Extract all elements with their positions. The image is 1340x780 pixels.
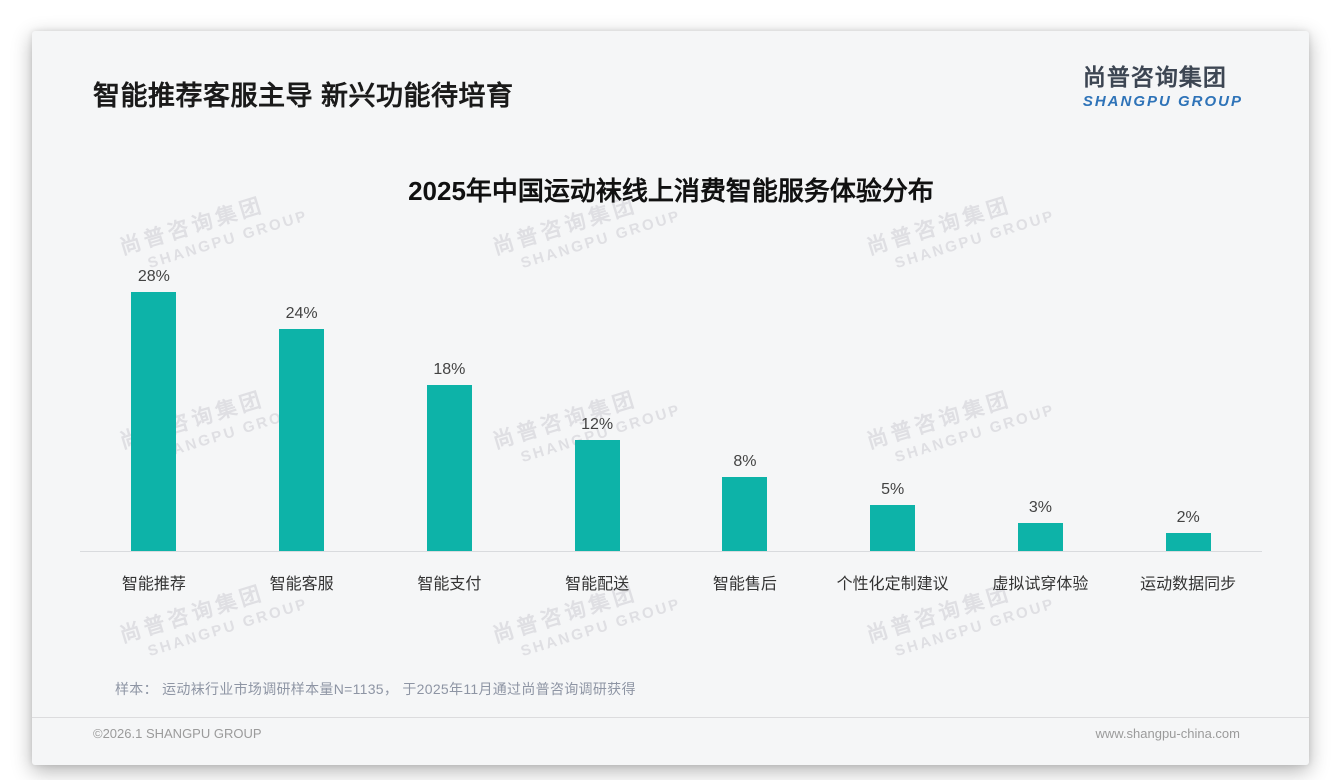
bar-column: 12% bbox=[523, 416, 671, 551]
bar-column: 8% bbox=[671, 453, 819, 551]
bar-value-label: 24% bbox=[285, 305, 318, 322]
bar bbox=[279, 329, 325, 551]
bar-value-label: 5% bbox=[881, 480, 905, 498]
bar bbox=[131, 292, 177, 551]
brand-logo: 尚普咨询集团 SHANGPU GROUP bbox=[1083, 58, 1243, 110]
bar bbox=[426, 384, 472, 551]
bar-column: 28% bbox=[80, 268, 228, 551]
bar-value-label: 3% bbox=[1028, 499, 1052, 517]
chart-plot: 28% 24% 18% 12% 8% 5% 3% 2% bbox=[80, 252, 1262, 552]
footer: ©2026.1 SHANGPU GROUP www.shangpu-china.… bbox=[32, 717, 1309, 765]
watermark-text-en: SHANGPU GROUP bbox=[518, 595, 684, 661]
bar-category-label: 运动数据同步 bbox=[1140, 576, 1237, 593]
chart-title: 2025年中国运动袜线上消费智能服务体验分布 bbox=[408, 176, 934, 206]
bar bbox=[1017, 523, 1063, 551]
bar-value-label: 8% bbox=[733, 453, 757, 470]
bar-value-label: 12% bbox=[581, 416, 614, 433]
bar-category-label: 虚拟试穿体验 bbox=[992, 576, 1089, 593]
bar-category-label: 智能支付 bbox=[417, 576, 482, 593]
watermark-text-en: SHANGPU GROUP bbox=[892, 595, 1058, 661]
bar-column: 24% bbox=[228, 305, 376, 551]
bar-category-label: 个性化定制建议 bbox=[836, 576, 949, 593]
bar-category-label: 智能售后 bbox=[712, 576, 777, 593]
bar-column: 5% bbox=[819, 481, 967, 551]
page-title: 智能推荐客服主导 新兴功能待培育 bbox=[93, 81, 514, 111]
bar-column: 2% bbox=[1114, 508, 1262, 551]
bar-value-label: 2% bbox=[1176, 508, 1200, 526]
chart-category-labels: 智能推荐 智能客服 智能支付 智能配送 智能售后 个性化定制建议 虚拟试穿体验 运动数据同步 bbox=[80, 570, 1262, 594]
bar-category-label: 智能客服 bbox=[269, 576, 334, 593]
bar bbox=[574, 440, 620, 551]
bar bbox=[722, 477, 768, 551]
bar-category-label: 智能配送 bbox=[565, 576, 630, 593]
bar bbox=[1165, 532, 1211, 551]
brand-logo-cn: 尚普咨询集团 bbox=[1082, 64, 1227, 90]
brand-logo-en: SHANGPU GROUP bbox=[1082, 93, 1243, 110]
copyright-text: ©2026.1 SHANGPU GROUP bbox=[93, 726, 262, 741]
bar-column: 3% bbox=[967, 499, 1115, 551]
report-card: 尚普咨询集团 SHANGPU GROUP 尚普咨询集团 SHANGPU GROUP 尚普… bbox=[32, 31, 1309, 765]
bar-column: 18% bbox=[376, 360, 524, 551]
bar-value-label: 28% bbox=[137, 268, 170, 285]
website-url: www.shangpu-china.com bbox=[1095, 726, 1240, 741]
sample-note: 样本： 运动袜行业市场调研样本量N=1135， 于2025年11月通过尚普咨询调… bbox=[115, 681, 636, 697]
watermark-text-en: SHANGPU GROUP bbox=[145, 595, 311, 661]
bar bbox=[870, 504, 916, 551]
bar-value-label: 18% bbox=[433, 360, 466, 378]
bar-category-label: 智能推荐 bbox=[121, 576, 186, 593]
